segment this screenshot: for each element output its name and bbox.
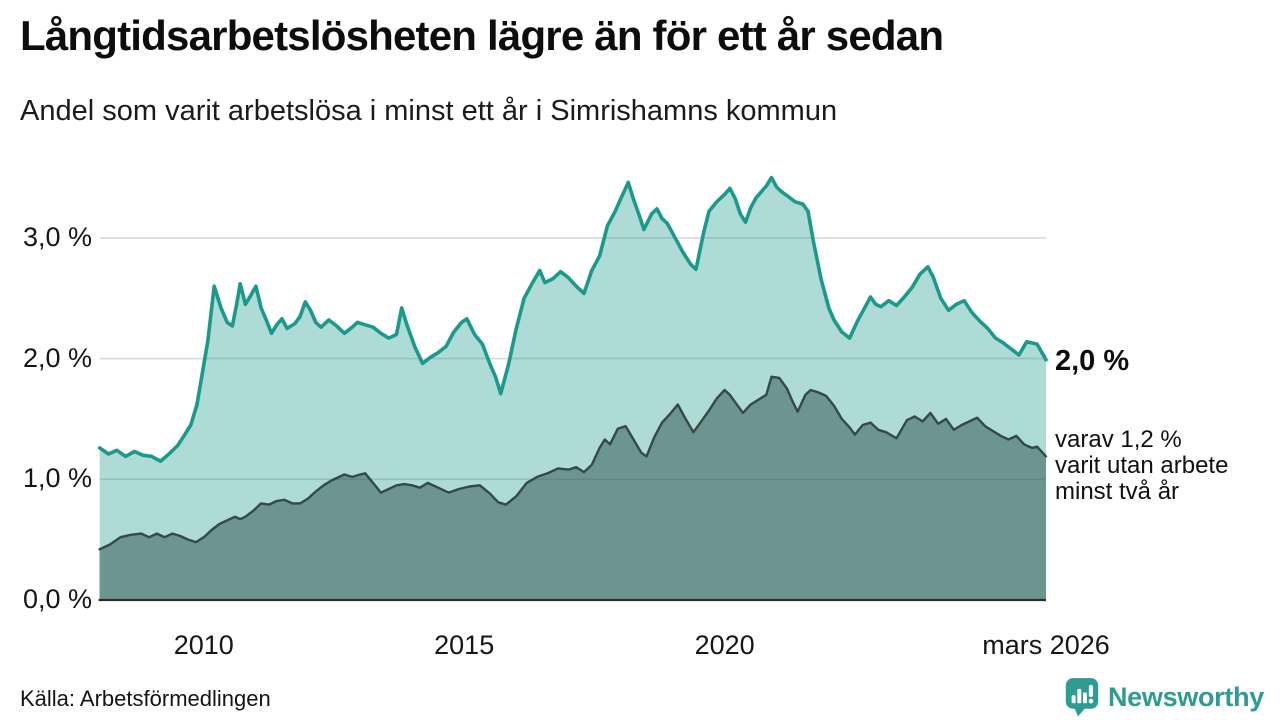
y-tick-label: 3,0 %	[22, 221, 92, 252]
newsworthy-logo: Newsworthy	[1064, 677, 1264, 717]
x-tick-label: 2015	[434, 630, 495, 660]
x-tick-label: 2020	[694, 630, 755, 660]
y-tick-label: 2,0 %	[22, 342, 92, 373]
newsworthy-wordmark: Newsworthy	[1107, 681, 1264, 712]
area-min-one-year	[99, 177, 1047, 600]
chart-subtitle: Andel som varit arbetslösa i minst ett å…	[20, 95, 838, 127]
y-tick-label: 0,0 %	[22, 584, 92, 614]
line-min-two-years	[98, 375, 1048, 551]
subset-annotation-line: minst två år	[1055, 478, 1180, 505]
source-note: Källa: Arbetsförmedlingen	[20, 686, 271, 711]
x-tick-label: 2010	[173, 630, 234, 660]
subset-annotation-line: varit utan arbete	[1055, 452, 1229, 479]
line-min-one-year	[97, 175, 1048, 463]
page-title: Långtidsarbetslösheten lägre än för ett …	[20, 12, 944, 59]
area-min-two-years	[99, 376, 1047, 600]
newsworthy-bubble-chart-icon	[1065, 678, 1099, 717]
subset-annotation: varav 1,2 % varit utan arbete minst två år	[1055, 427, 1228, 505]
x-tick-label: mars 2026	[982, 630, 1110, 660]
latest-value-label: 2,0 %	[1055, 345, 1130, 377]
subset-annotation-line: varav 1,2 %	[1055, 426, 1182, 453]
y-tick-label: 1,0 %	[22, 463, 92, 494]
